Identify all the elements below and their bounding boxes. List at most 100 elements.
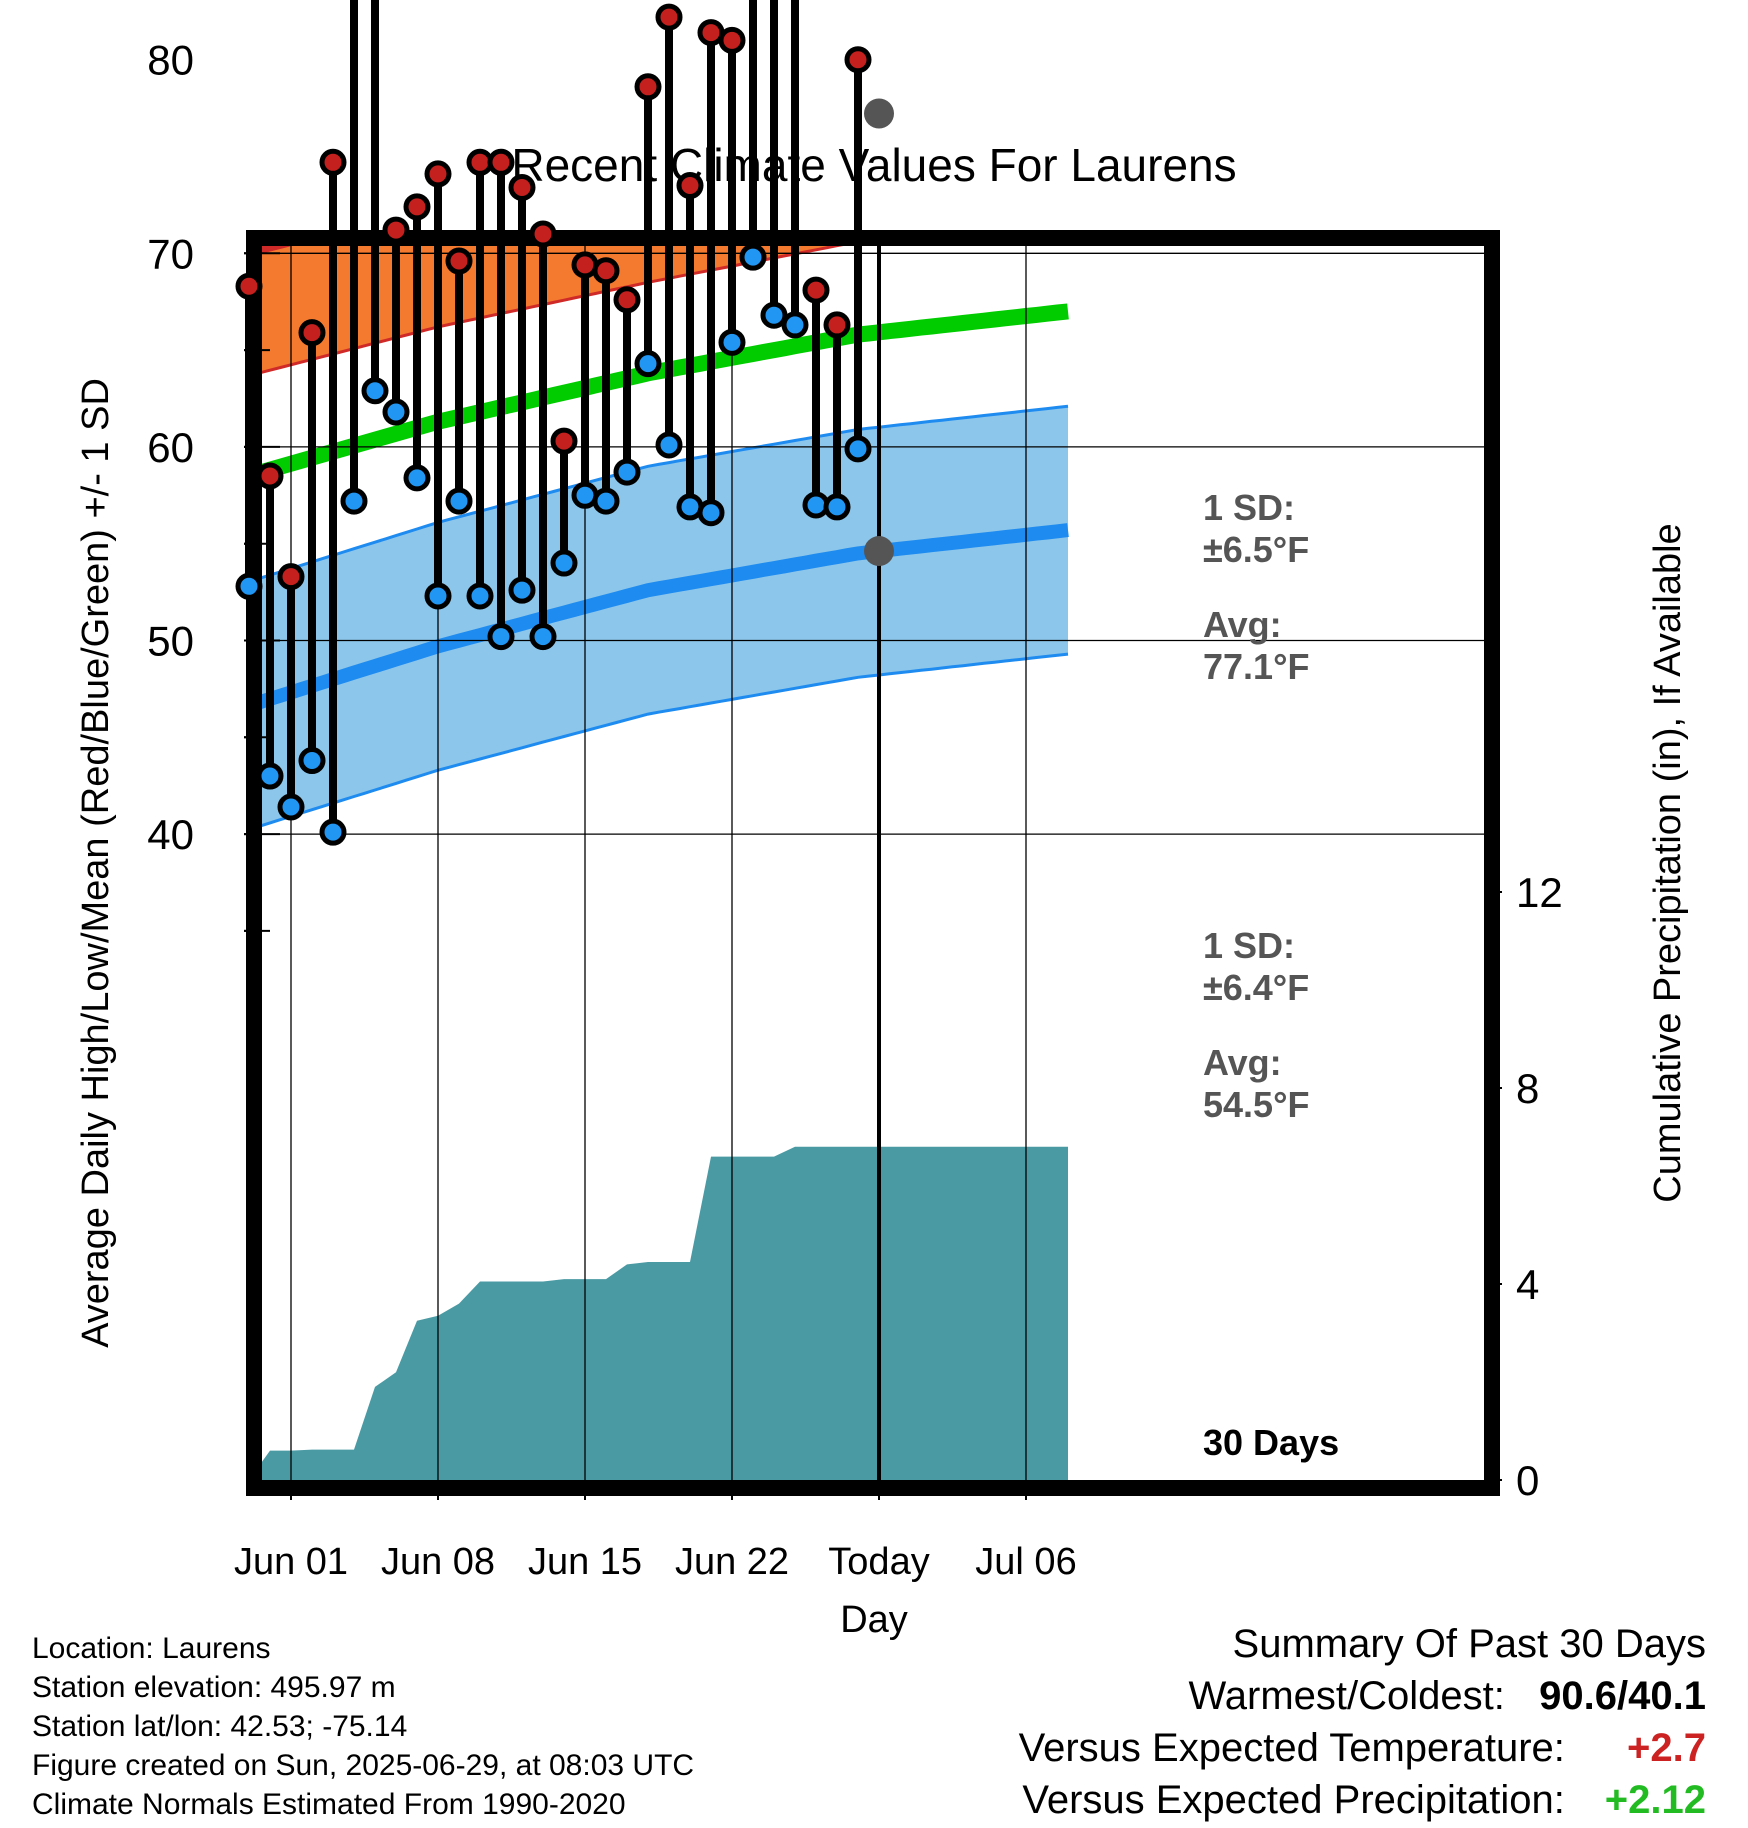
daily-high-point xyxy=(634,73,662,101)
daily-high-point xyxy=(424,160,452,188)
precipitation-area xyxy=(262,1146,1068,1480)
daily-low-point xyxy=(697,499,725,527)
daily-low-point xyxy=(550,549,578,577)
y-tick-label: 80 xyxy=(147,37,194,84)
daily-high-point xyxy=(256,462,284,490)
x-tick-label: Jun 01 xyxy=(234,1541,348,1583)
today-low-avg-marker xyxy=(864,536,894,567)
daily-temperature-marks xyxy=(235,0,872,846)
daily-low-point xyxy=(781,311,809,339)
daily-low-point xyxy=(823,493,851,521)
daily-low-point xyxy=(739,243,767,271)
chart-title: Recent Climate Values For Laurens xyxy=(511,139,1236,191)
today-days-label: 30 Days xyxy=(1203,1422,1339,1463)
daily-high-point xyxy=(235,272,263,300)
plot-area xyxy=(262,246,1484,1480)
x-tick-label: Jun 22 xyxy=(675,1541,789,1583)
x-axis-label: Day xyxy=(840,1599,908,1641)
daily-high-point xyxy=(319,148,347,176)
plot-frame xyxy=(246,230,1500,1496)
y2-tick-label: 0 xyxy=(1516,1457,1539,1504)
summary-title: Summary Of Past 30 Days xyxy=(1232,1622,1706,1666)
daily-low-point xyxy=(361,377,389,405)
daily-low-point xyxy=(844,435,872,463)
high-avg-label: Avg: xyxy=(1203,604,1282,645)
daily-low-point xyxy=(592,487,620,515)
daily-low-point xyxy=(382,398,410,426)
daily-high-point xyxy=(382,216,410,244)
x-tick-label: Jul 06 xyxy=(975,1541,1076,1583)
warm-cold-label: Warmest/Coldest: xyxy=(1188,1674,1505,1718)
daily-high-point xyxy=(655,3,683,31)
low-avg-value: 54.5°F xyxy=(1203,1084,1309,1125)
daily-low-point xyxy=(298,747,326,775)
info-latlon: Station lat/lon: 42.53; -75.14 xyxy=(32,1710,408,1743)
precip-value: +2.12 xyxy=(1604,1778,1706,1822)
daily-low-point xyxy=(256,762,284,790)
daily-low-point xyxy=(403,464,431,492)
y-axis-label: Average Daily High/Low/Mean (Red/Blue/Gr… xyxy=(75,378,117,1348)
x-tick-label: Today xyxy=(828,1541,929,1583)
info-location: Location: Laurens xyxy=(32,1632,271,1665)
normal-low-lower-sd-line xyxy=(262,652,1069,827)
daily-low-point xyxy=(508,576,536,604)
high-sd-label: 1 SD: xyxy=(1203,487,1295,528)
daily-low-point xyxy=(760,301,788,329)
summary-temp: Versus Expected Temperature: +2.7 xyxy=(1019,1726,1706,1771)
low-sd-label: 1 SD: xyxy=(1203,925,1295,966)
temp-label: Versus Expected Temperature: xyxy=(1018,1726,1565,1770)
y2-axis-label: Cumulative Precipitation (in), If Availa… xyxy=(1647,523,1689,1202)
daily-high-point xyxy=(487,148,515,176)
daily-high-point xyxy=(592,257,620,285)
daily-low-point xyxy=(655,431,683,459)
info-elevation: Station elevation: 495.97 m xyxy=(32,1671,396,1704)
y2-tick-label: 8 xyxy=(1516,1065,1539,1112)
x-tick-label: Jun 15 xyxy=(528,1541,642,1583)
temp-value: +2.7 xyxy=(1627,1726,1706,1770)
daily-high-point xyxy=(802,276,830,304)
daily-high-point xyxy=(403,193,431,221)
daily-high-point xyxy=(718,26,746,54)
normal-high-sd-band xyxy=(262,246,836,373)
today-high-avg-marker xyxy=(864,98,894,129)
daily-high-point xyxy=(844,46,872,74)
daily-low-point xyxy=(340,487,368,515)
daily-low-point xyxy=(613,458,641,486)
summary-warm-cold: Warmest/Coldest: 90.6/40.1 xyxy=(1189,1674,1707,1719)
daily-low-point xyxy=(466,582,494,610)
daily-low-point xyxy=(277,793,305,821)
y-tick-label: 50 xyxy=(147,618,194,665)
daily-high-point xyxy=(529,220,557,248)
normal-low-upper-sd-line xyxy=(262,404,1069,580)
daily-high-point xyxy=(277,563,305,591)
daily-low-point xyxy=(718,328,746,356)
daily-low-point xyxy=(319,818,347,846)
daily-high-point xyxy=(676,172,704,200)
daily-high-point xyxy=(508,173,536,201)
daily-high-point xyxy=(613,286,641,314)
y-tick-label: 60 xyxy=(147,424,194,471)
warm-cold-value: 90.6/40.1 xyxy=(1539,1674,1706,1718)
daily-high-point xyxy=(445,247,473,275)
info-normals: Climate Normals Estimated From 1990-2020 xyxy=(32,1788,626,1821)
info-created: Figure created on Sun, 2025-06-29, at 08… xyxy=(32,1749,695,1782)
low-sd-value: ±6.4°F xyxy=(1203,967,1309,1008)
daily-low-point xyxy=(634,350,662,378)
daily-low-point xyxy=(529,623,557,651)
x-tick-label: Jun 08 xyxy=(381,1541,495,1583)
low-avg-label: Avg: xyxy=(1203,1042,1282,1083)
y-tick-label: 70 xyxy=(147,230,194,277)
daily-high-point xyxy=(550,427,578,455)
daily-high-point xyxy=(823,311,851,339)
daily-low-point xyxy=(235,572,263,600)
daily-low-point xyxy=(445,487,473,515)
normal-low-sd-band xyxy=(262,406,1068,826)
daily-low-point xyxy=(487,623,515,651)
y2-tick-label: 4 xyxy=(1516,1261,1539,1308)
summary-precip: Versus Expected Precipitation: +2.12 xyxy=(1022,1778,1706,1823)
daily-low-point xyxy=(424,582,452,610)
y-tick-label: 40 xyxy=(147,811,194,858)
